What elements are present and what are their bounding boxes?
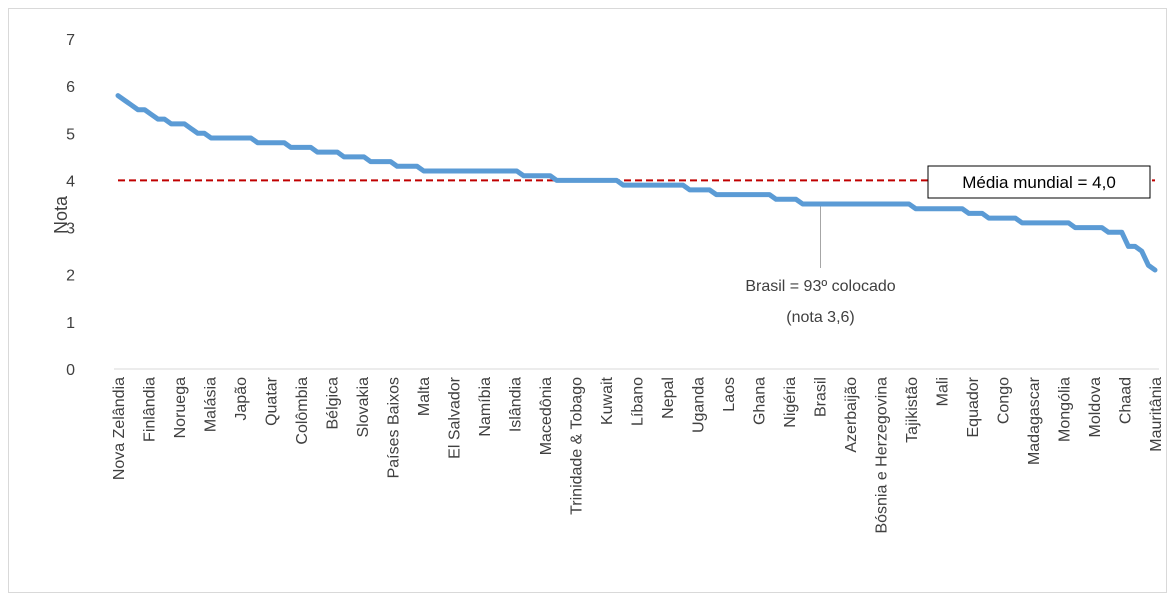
x-tick-label: Nepal xyxy=(660,377,677,419)
y-tick-label: 3 xyxy=(66,221,75,238)
x-tick-label: Mali xyxy=(935,377,952,406)
x-tick-label: Congo xyxy=(996,377,1013,424)
x-tick-label: Uganda xyxy=(691,377,708,433)
x-tick-label: Noruega xyxy=(172,377,189,438)
x-tick-label: El Salvador xyxy=(447,376,464,458)
world-average-label: Média mundial = 4,0 xyxy=(927,165,1151,199)
x-tick-label: Laos xyxy=(721,377,738,412)
x-tick-label: Macedônia xyxy=(538,377,555,455)
x-tick-label: Chaad xyxy=(1118,377,1135,424)
x-tick-label: Azerbaijão xyxy=(843,377,860,453)
x-tick-label: Madagascar xyxy=(1026,376,1043,465)
x-tick-label: Moldova xyxy=(1087,377,1104,438)
x-tick-label: Líbano xyxy=(630,377,647,426)
x-tick-label: Islândia xyxy=(508,377,525,432)
series-line xyxy=(115,93,1158,273)
x-tick-label: Bósnia e Herzegovina xyxy=(874,377,891,534)
x-tick-label: Nigéria xyxy=(782,377,799,428)
y-tick-label: 2 xyxy=(66,268,75,285)
x-axis-ticks: Nova Zelândia Finlândia Noruega Malásia Japã… xyxy=(111,376,1165,533)
x-tick-label: Bélgica xyxy=(325,377,342,430)
x-tick-label: Brasil xyxy=(813,377,830,417)
x-tick-label: Finlândia xyxy=(142,377,159,442)
x-tick-label: Equador xyxy=(965,376,982,437)
x-tick-label: Países Baixos xyxy=(386,377,403,478)
x-tick-label: Nova Zelândia xyxy=(111,377,128,480)
x-tick-label: Ghana xyxy=(752,377,769,425)
y-axis-ticks: 0 1 2 3 4 5 6 7 xyxy=(66,32,75,379)
x-tick-label: Japão xyxy=(233,377,250,421)
x-tick-label: Tajikistão xyxy=(904,377,921,443)
y-tick-label: 0 xyxy=(66,362,75,379)
x-tick-label: Colômbia xyxy=(294,377,311,445)
x-tick-label: Quatar xyxy=(264,376,281,426)
x-tick-label: Kuwait xyxy=(599,376,616,425)
x-tick-label: Malásia xyxy=(203,377,220,432)
brazil-callout-text-2: (nota 3,6) xyxy=(786,309,854,326)
y-axis-title: Nota xyxy=(51,195,71,234)
y-tick-label: 7 xyxy=(66,32,75,49)
y-tick-label: 4 xyxy=(66,173,75,190)
x-tick-label: Mongólia xyxy=(1057,377,1074,442)
x-tick-label: Malta xyxy=(416,377,433,416)
y-tick-label: 5 xyxy=(66,126,75,143)
x-tick-label: Namíbia xyxy=(477,377,494,437)
brazil-callout-text-1: Brasil = 93º colocado xyxy=(745,278,895,295)
y-tick-label: 6 xyxy=(66,79,75,96)
y-tick-label: 1 xyxy=(66,315,75,332)
x-tick-label: Mauritânia xyxy=(1148,377,1165,452)
chart-frame xyxy=(8,8,1167,593)
x-tick-label: Slovakia xyxy=(355,377,372,438)
world-average-text: Média mundial = 4,0 xyxy=(962,173,1116,192)
x-tick-label: Trinidade & Tobago xyxy=(569,377,586,515)
